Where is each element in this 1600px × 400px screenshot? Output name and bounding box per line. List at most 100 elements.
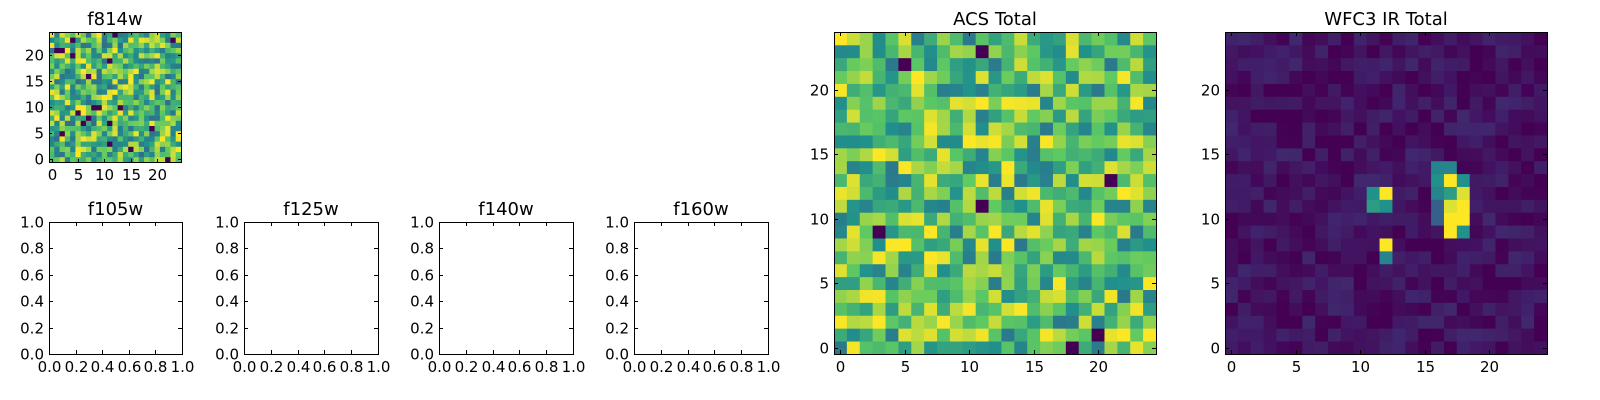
heatmap-cell [1027,225,1041,239]
heatmap-cell [128,141,134,147]
x-tick-label: 0.2 [455,358,479,376]
heatmap-cell [170,141,177,147]
heatmap-cell [64,151,71,158]
heatmap-cell [975,328,989,342]
heatmap-cell [138,32,145,38]
heatmap-cell [165,37,171,43]
heatmap-cell [962,186,977,200]
heatmap-cell [1392,315,1406,329]
heatmap-cell [1508,263,1522,278]
heatmap-cell [165,58,171,64]
heatmap-cell [1237,83,1252,97]
heatmap-cell [975,109,989,123]
heatmap-cell [1143,96,1157,110]
heatmap-cell [96,47,103,54]
panel-title: f105w [88,199,143,220]
heatmap-cell [64,52,71,59]
heatmap-cell [54,156,60,163]
heatmap-cell [1027,238,1041,252]
heatmap-cell [138,141,145,147]
heatmap-cell [1130,109,1144,123]
heatmap-cell [1328,302,1342,316]
heatmap-cell [1328,173,1342,187]
heatmap-cell [175,68,182,74]
heatmap-cell [49,110,55,116]
heatmap-cell [138,125,145,132]
heatmap-cell [1366,199,1380,213]
heatmap-cell [133,42,140,48]
heatmap-cell [107,99,113,106]
heatmap-cell [70,68,76,74]
heatmap-cell [1469,109,1483,123]
heatmap-cell [80,63,87,69]
heatmap-cell [85,110,92,116]
heatmap-cell [175,120,182,126]
heatmap-cell [834,122,848,136]
heatmap-cell [1482,238,1496,252]
heatmap-cell [54,58,60,64]
heatmap-cell [80,84,87,90]
panel-title: f125w [283,199,338,220]
heatmap-cell [107,89,113,95]
heatmap-cell [988,341,1002,355]
heatmap-cell [138,151,145,158]
heatmap-cell [138,47,145,54]
heatmap-cell [1052,57,1067,72]
heatmap-cell [898,250,912,265]
heatmap-cell [112,151,119,158]
heatmap-cell [911,289,925,303]
heatmap-cell [885,263,899,278]
heatmap-cell [1091,225,1105,239]
heatmap-cell [1001,328,1015,342]
y-tick-label: 1.0 [20,214,44,232]
heatmap-cell [165,47,171,54]
heatmap-cell [154,58,161,64]
heatmap-cell [1508,70,1522,84]
heatmap-cell [1001,109,1015,123]
heatmap-cell [885,238,899,252]
heatmap-cell [1456,341,1471,355]
heatmap-cell [1027,302,1041,316]
heatmap-cell [937,212,951,226]
heatmap-cell [1143,109,1157,123]
heatmap-cell [924,135,938,149]
heatmap-cell [1340,250,1355,265]
heatmap-cell [1392,250,1406,265]
heatmap-cell [1508,302,1522,316]
x-tick-label: 20 [1480,358,1499,376]
heatmap-cell [872,70,886,84]
heatmap-cell [101,115,108,121]
heatmap-cell [144,99,150,106]
heatmap-cell [101,63,108,69]
heatmap-cell [937,276,951,290]
heatmap-cell [159,73,166,80]
heatmap-cell [1405,238,1419,252]
heatmap-cell [138,115,145,121]
heatmap-cell [1001,83,1015,97]
heatmap-cell [1065,122,1080,136]
heatmap-cell [1001,160,1015,175]
heatmap-cell [138,63,145,69]
heatmap-cell [1315,186,1329,200]
heatmap-cell [1065,135,1080,149]
heatmap-cell [122,151,129,158]
heatmap-cell [1315,32,1329,46]
heatmap-cell [1482,212,1496,226]
heatmap-cell [170,78,177,85]
y-tick-label: 10 [1201,211,1220,229]
heatmap-cell [1379,109,1393,123]
heatmap-cell [1001,225,1015,239]
heatmap-cell [59,156,66,163]
heatmap-cell [1263,315,1277,329]
heatmap-cell [1130,135,1144,149]
heatmap-cell [70,89,76,95]
heatmap-cell [122,63,129,69]
heatmap-cell [1078,83,1092,97]
heatmap-cell [85,78,92,85]
heatmap-cell [70,32,76,38]
heatmap-cell [1001,289,1015,303]
heatmap-cell [133,99,140,106]
heatmap-cell [1065,328,1080,342]
heatmap-cell [911,276,925,290]
heatmap-cell [1027,122,1041,136]
